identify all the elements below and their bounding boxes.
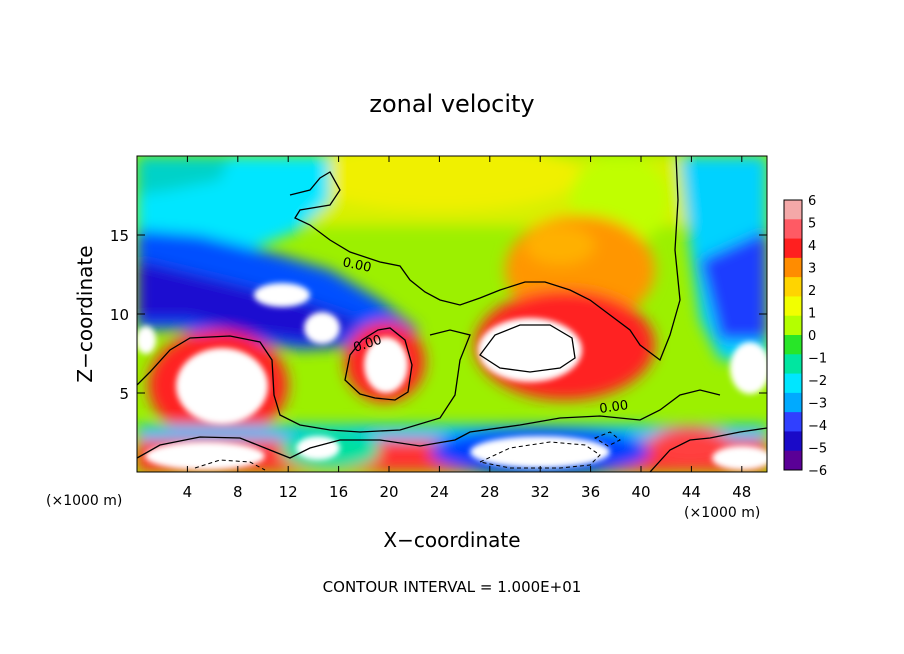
contour-label: 0.00 — [598, 398, 629, 417]
x-tick-label: 8 — [233, 483, 243, 501]
x-tick-label: 24 — [430, 483, 449, 501]
colorbar-label: 2 — [808, 284, 816, 299]
colorbar-label: −4 — [808, 419, 827, 434]
colorbar-label: 5 — [808, 217, 816, 232]
colorbar-swatch — [784, 277, 802, 297]
x-tick-label: 40 — [631, 483, 650, 501]
colorbar-label: −3 — [808, 397, 827, 412]
x-axis-label: X−coordinate — [383, 528, 520, 552]
x-tick-label: 44 — [682, 483, 701, 501]
colorbar-swatch — [784, 354, 802, 375]
negative-contours — [194, 431, 621, 471]
zero-contours — [137, 156, 767, 472]
x-tick-label: 48 — [732, 483, 751, 501]
colorbar-label: 6 — [808, 194, 816, 209]
contour-label: 0.00 — [341, 255, 372, 276]
x-unit-right: (×1000 m) — [684, 505, 760, 521]
colorbar-label: 4 — [808, 239, 816, 254]
colorbar-swatch — [784, 392, 802, 413]
colorbar-swatch — [784, 450, 802, 471]
x-unit-left: (×1000 m) — [46, 493, 122, 509]
y-axis-label: Z−coordinate — [73, 245, 97, 382]
colorbar-swatch — [784, 257, 802, 278]
y-axis: 5 10 15 — [110, 227, 767, 403]
colorbar-swatch — [784, 315, 802, 336]
colorbar-label: −2 — [808, 374, 827, 389]
x-tick-label: 36 — [581, 483, 600, 501]
colorbar-label: −6 — [808, 464, 827, 479]
x-tick-label: 12 — [279, 483, 298, 501]
colorbar-swatch — [784, 200, 802, 220]
colorbar-swatch — [784, 238, 802, 259]
contour-interval-note: CONTOUR INTERVAL = 1.000E+01 — [323, 578, 582, 596]
x-axis: 4 8 12 16 20 24 28 32 36 40 44 48 — [183, 156, 751, 501]
y-tick-label: 15 — [110, 227, 129, 245]
colorbar-frame — [783, 199, 803, 471]
colorbar-swatch — [784, 219, 802, 240]
colorbar-label: −5 — [808, 442, 827, 457]
colorbar-swatch — [784, 335, 802, 355]
x-tick-label: 4 — [183, 483, 193, 501]
colorbar-swatch — [784, 296, 802, 317]
x-tick-label: 28 — [480, 483, 499, 501]
colorbar-label: −1 — [808, 352, 827, 367]
x-tick-label: 16 — [329, 483, 348, 501]
y-tick-label: 5 — [119, 385, 129, 403]
colorbar-swatch — [784, 373, 802, 394]
x-tick-label: 32 — [531, 483, 550, 501]
colorbar-swatch — [784, 431, 802, 452]
heatmap-field — [137, 156, 767, 472]
colorbar-label: 0 — [808, 329, 816, 344]
y-tick-label: 10 — [110, 306, 129, 324]
colorbar-label: 3 — [808, 262, 816, 277]
colorbar-label: 1 — [808, 307, 816, 322]
colorbar: 6 5 4 3 2 1 0 −1 −2 −3 −4 −5 −6 — [783, 194, 827, 479]
chart-title: zonal velocity — [369, 90, 534, 118]
colorbar-swatch — [784, 412, 802, 432]
x-tick-label: 20 — [379, 483, 398, 501]
